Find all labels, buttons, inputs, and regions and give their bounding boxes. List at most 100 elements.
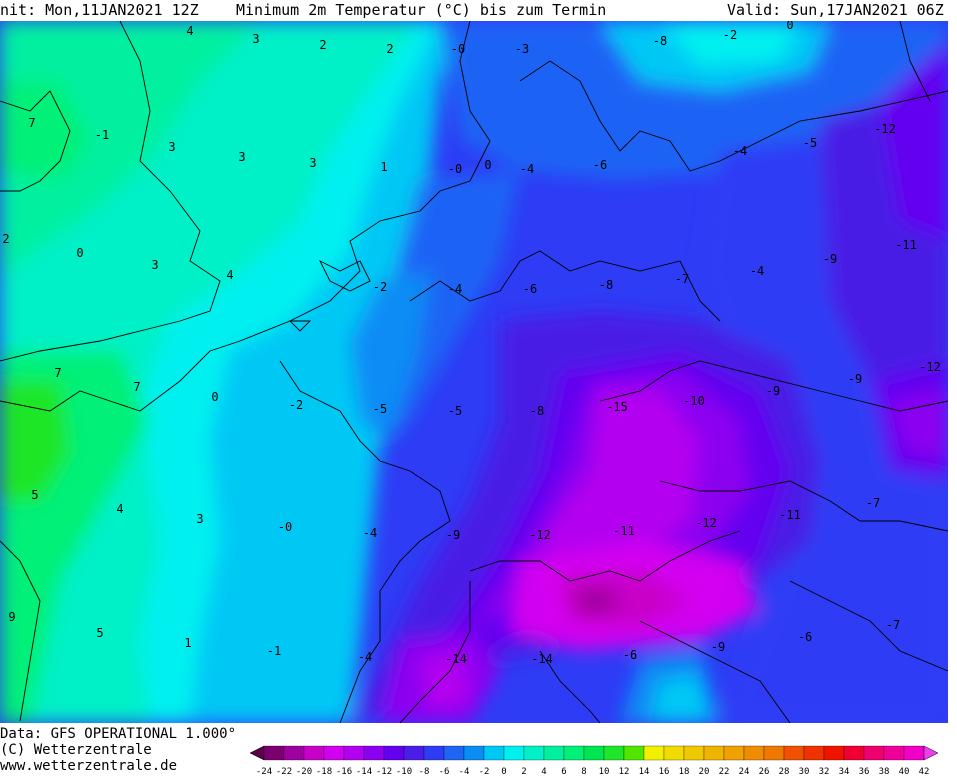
contour-value-label: -3 (515, 42, 529, 56)
legend-tick-label: 10 (599, 767, 610, 777)
legend-tick-label: -6 (439, 767, 450, 777)
legend-swatch (823, 745, 845, 761)
legend-swatch (323, 745, 345, 761)
legend-tick-label: 26 (759, 767, 770, 777)
init-time-label: nit: Mon,11JAN2021 12Z (0, 1, 199, 19)
legend-ticks: -24 -22 -20 -18 -16 -14 -12 -10 -8 -6 -4 -2 0 2 4 6 8 10 1… (256, 767, 930, 777)
contour-value-label: 0 (76, 246, 83, 260)
legend-tick-label: -8 (419, 767, 430, 777)
legend-arrow-high (923, 745, 939, 761)
legend-tick-label: 28 (779, 767, 790, 777)
contour-value-label: -6 (623, 648, 637, 662)
legend-tick-label: -20 (296, 767, 312, 777)
contour-value-label: -2 (723, 28, 737, 42)
legend-swatch (523, 745, 545, 761)
contour-value-label: -1 (267, 644, 281, 658)
contour-value-label: 4 (116, 502, 123, 516)
contour-value-label: 7 (133, 380, 140, 394)
legend-swatch (483, 745, 505, 761)
contour-value-label: 5 (96, 626, 103, 640)
legend-swatch (563, 745, 585, 761)
legend-bar (250, 745, 939, 761)
legend-swatch (303, 745, 325, 761)
legend-swatch (543, 745, 565, 761)
legend-swatch (443, 745, 465, 761)
legend-tick-label: -12 (376, 767, 392, 777)
contour-value-label: -1 (95, 128, 109, 142)
legend-swatch (863, 745, 885, 761)
legend-tick-label: 20 (699, 767, 710, 777)
contour-value-label: -8 (653, 34, 667, 48)
legend-tick-label: 18 (679, 767, 690, 777)
contour-value-label: -11 (613, 524, 635, 538)
contour-value-label: 7 (28, 116, 35, 130)
legend-swatch (803, 745, 825, 761)
contour-value-label: -0 (451, 42, 465, 56)
contour-value-label: -8 (599, 278, 613, 292)
legend-arrow-low (250, 745, 265, 761)
contour-value-label: -4 (358, 650, 372, 664)
legend-swatch (343, 745, 365, 761)
contour-value-label: 1 (380, 160, 387, 174)
contour-value-label: -12 (695, 516, 717, 530)
contour-value-label: -8 (530, 404, 544, 418)
legend-tick-label: 8 (581, 767, 586, 777)
color-legend: -24 -22 -20 -18 -16 -14 -12 -10 -8 -6 -4 -2 0 2 4 6 8 10 1… (250, 745, 939, 777)
contour-value-label: -5 (803, 136, 817, 150)
contour-value-label: 7 (54, 366, 61, 380)
temperature-fill (0, 21, 948, 723)
contour-labels: 4 3 2 2 -0 -3 -8 -2 0 7 -1 3 3 3 1 -0 0 -4 -6 -12 -4 -5 2 0 3 4 -1… (2, 21, 940, 666)
legend-tick-label: 36 (859, 767, 870, 777)
legend-tick-label: -10 (396, 767, 412, 777)
legend-tick-label: 16 (659, 767, 670, 777)
legend-tick-label: -4 (459, 767, 470, 777)
legend-swatch (623, 745, 645, 761)
contour-value-label: 2 (319, 38, 326, 52)
contour-value-label: -9 (766, 384, 780, 398)
contour-value-label: -4 (750, 264, 764, 278)
legend-tick-label: -14 (356, 767, 372, 777)
contour-value-label: -4 (520, 162, 534, 176)
legend-tick-label: 0 (501, 767, 506, 777)
legend-swatch (683, 745, 705, 761)
legend-tick-label: 22 (719, 767, 730, 777)
legend-swatch (463, 745, 485, 761)
contour-value-label: -11 (779, 508, 801, 522)
contour-value-label: -11 (895, 238, 917, 252)
legend-swatch (503, 745, 525, 761)
legend-swatch (403, 745, 425, 761)
contour-value-label: -9 (446, 528, 460, 542)
contour-value-label: -6 (593, 158, 607, 172)
contour-value-label: -7 (675, 272, 689, 286)
legend-tick-label: 2 (521, 767, 526, 777)
legend-tick-label: 6 (561, 767, 566, 777)
website-link[interactable]: www.wetterzentrale.de (0, 758, 178, 774)
legend-tick-label: 42 (919, 767, 930, 777)
contour-value-label: -0 (278, 520, 292, 534)
legend-tick-label: 38 (879, 767, 890, 777)
contour-value-label: 5 (31, 488, 38, 502)
contour-value-label: -10 (683, 394, 705, 408)
legend-swatch (263, 745, 285, 761)
legend-swatch (843, 745, 865, 761)
contour-value-label: -5 (373, 402, 387, 416)
contour-value-label: -2 (289, 398, 303, 412)
legend-tick-label: 34 (839, 767, 850, 777)
contour-value-label: 0 (484, 158, 491, 172)
coastlines-borders (0, 21, 948, 723)
contour-value-label: -9 (848, 372, 862, 386)
legend-swatch (663, 745, 685, 761)
legend-tick-label: -22 (276, 767, 292, 777)
legend-swatch (603, 745, 625, 761)
contour-value-label: 3 (151, 258, 158, 272)
contour-value-label: -6 (523, 282, 537, 296)
contour-value-label: -4 (733, 144, 747, 158)
contour-value-label: -2 (373, 280, 387, 294)
contour-value-label: 2 (386, 42, 393, 56)
legend-swatch (383, 745, 405, 761)
contour-value-label: -9 (823, 252, 837, 266)
contour-value-label: -7 (886, 618, 900, 632)
contour-value-label: -6 (798, 630, 812, 644)
contour-value-label: 3 (168, 140, 175, 154)
contour-value-label: -15 (606, 400, 628, 414)
